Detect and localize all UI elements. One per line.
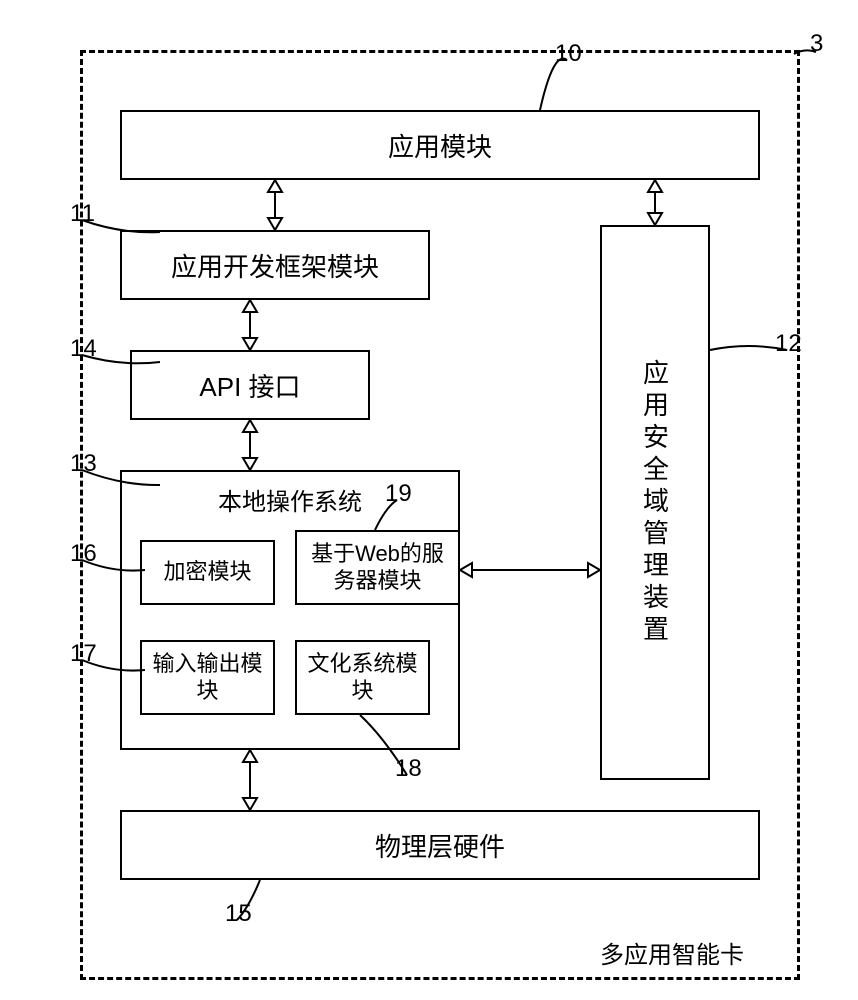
ref-label-18: 18: [395, 755, 422, 783]
box-culture-text: 文化系统模块: [301, 651, 424, 704]
box-encrypt-module: 加密模块: [140, 540, 275, 605]
box-culture-module: 文化系统模块: [295, 640, 430, 715]
ref-label-13: 13: [70, 450, 97, 478]
box-framework-text: 应用开发框架模块: [171, 247, 379, 284]
box-security-domain: 应用安全域管理装置: [600, 225, 710, 780]
box-framework-module: 应用开发框架模块: [120, 230, 430, 300]
box-app-module: 应用模块: [120, 110, 760, 180]
box-hardware-text: 物理层硬件: [375, 827, 505, 864]
box-encrypt-text: 加密模块: [163, 559, 251, 585]
box-io-module: 输入输出模块: [140, 640, 275, 715]
ref-label-14: 14: [70, 335, 97, 363]
box-hardware: 物理层硬件: [120, 810, 760, 880]
ref-label-19: 19: [385, 480, 412, 508]
ref-label-15: 15: [225, 900, 252, 928]
box-api-interface: API 接口: [130, 350, 370, 420]
box-app-text: 应用模块: [388, 127, 492, 164]
ref-label-12: 12: [775, 330, 802, 358]
diagram-canvas: 多应用智能卡 应用模块 应用开发框架模块 API 接口 本地操作系统 加密模块 …: [0, 0, 858, 1000]
box-webserver-module: 基于Web的服务器模块: [295, 530, 460, 605]
ref-label-10: 10: [555, 40, 582, 68]
ref-label-17: 17: [70, 640, 97, 668]
ref-label-3: 3: [810, 30, 823, 58]
ref-label-11: 11: [70, 200, 95, 228]
box-api-text: API 接口: [199, 367, 300, 404]
box-security-text: 应用安全域管理装置: [637, 359, 674, 647]
ref-label-16: 16: [70, 540, 97, 568]
box-io-text: 输入输出模块: [146, 651, 269, 704]
box-webserver-text: 基于Web的服务器模块: [301, 541, 454, 594]
outer-title: 多应用智能卡: [600, 935, 744, 970]
